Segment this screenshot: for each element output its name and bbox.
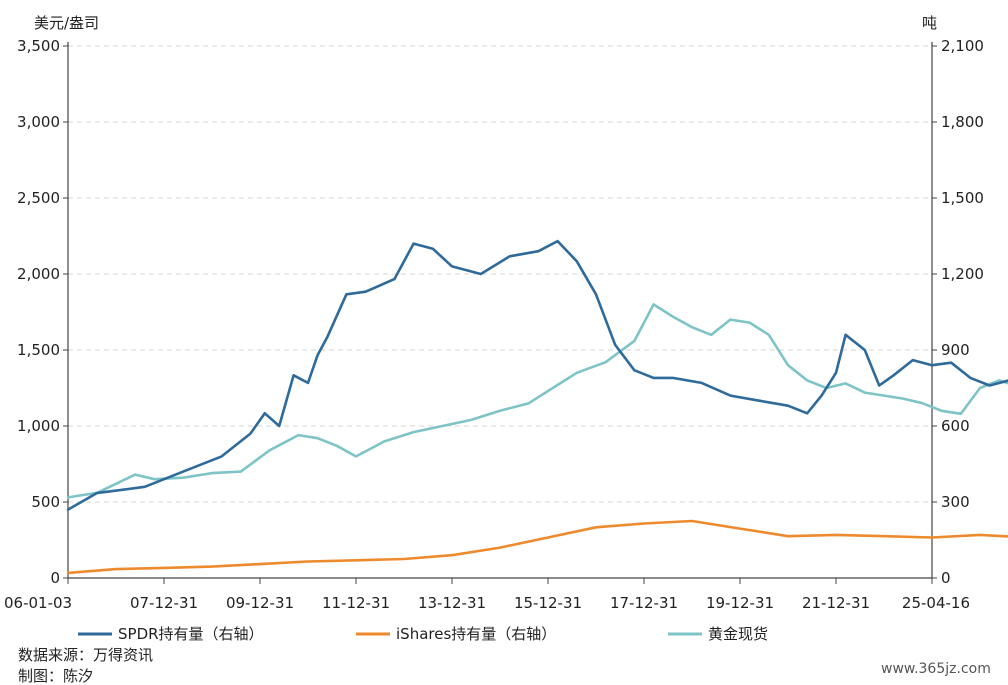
series-line [66, 239, 1008, 511]
left-tick-label: 2,000 [17, 265, 60, 283]
right-tick-label: 300 [941, 493, 970, 511]
legend: SPDR持有量（右轴） iShares持有量（右轴） 黄金现货 [78, 625, 768, 643]
right-tick-label: 1,200 [941, 265, 984, 283]
right-tick-label: 0 [941, 569, 951, 587]
left-tick-label: 500 [31, 493, 60, 511]
legend-label: 黄金现货 [708, 625, 768, 643]
legend-label: iShares持有量（右轴） [396, 625, 556, 643]
x-tick-label: 19-12-31 [706, 594, 774, 612]
right-tick-label: 1,800 [941, 113, 984, 131]
right-axis-ticks: 0 300 600 900 1,200 1,500 1,800 2,100 [932, 37, 984, 587]
x-tick-label: 07-12-31 [130, 594, 198, 612]
x-tick-label: 21-12-31 [802, 594, 870, 612]
x-tick-label: 15-12-31 [514, 594, 582, 612]
left-tick-label: 1,500 [17, 341, 60, 359]
right-tick-label: 1,500 [941, 189, 984, 207]
series-line [66, 519, 1008, 575]
left-tick-label: 0 [50, 569, 60, 587]
right-tick-label: 2,100 [941, 37, 984, 55]
left-axis-ticks: 0 500 1,000 1,500 2,000 2,500 3,000 3,500 [17, 37, 68, 587]
right-axis-unit: 吨 [922, 14, 937, 32]
x-tick-label: 13-12-31 [418, 594, 486, 612]
left-tick-label: 2,500 [17, 189, 60, 207]
legend-label: SPDR持有量（右轴） [118, 625, 264, 643]
right-tick-label: 900 [941, 341, 970, 359]
x-tick-label: 09-12-31 [226, 594, 294, 612]
axes [67, 42, 933, 579]
left-axis-unit: 美元/盎司 [34, 14, 99, 32]
right-tick-label: 600 [941, 417, 970, 435]
x-tick-label: 06-01-03 [4, 594, 72, 612]
x-tick-label: 17-12-31 [610, 594, 678, 612]
watermark: www.365jz.com [881, 661, 991, 677]
gridlines [68, 45, 932, 503]
left-tick-label: 3,000 [17, 113, 60, 131]
x-tick-label: 11-12-31 [322, 594, 390, 612]
x-axis-ticks: 06-01-03 07-12-31 09-12-31 11-12-31 13-12-31… [4, 578, 970, 612]
series-lines [66, 239, 1008, 575]
left-tick-label: 1,000 [17, 417, 60, 435]
source-note: 数据来源：万得资讯 [18, 646, 153, 664]
left-tick-label: 3,500 [17, 37, 60, 55]
x-tick-label: 25-04-16 [902, 594, 970, 612]
series-line [66, 303, 1008, 499]
author-note: 制图：陈汐 [18, 667, 93, 685]
